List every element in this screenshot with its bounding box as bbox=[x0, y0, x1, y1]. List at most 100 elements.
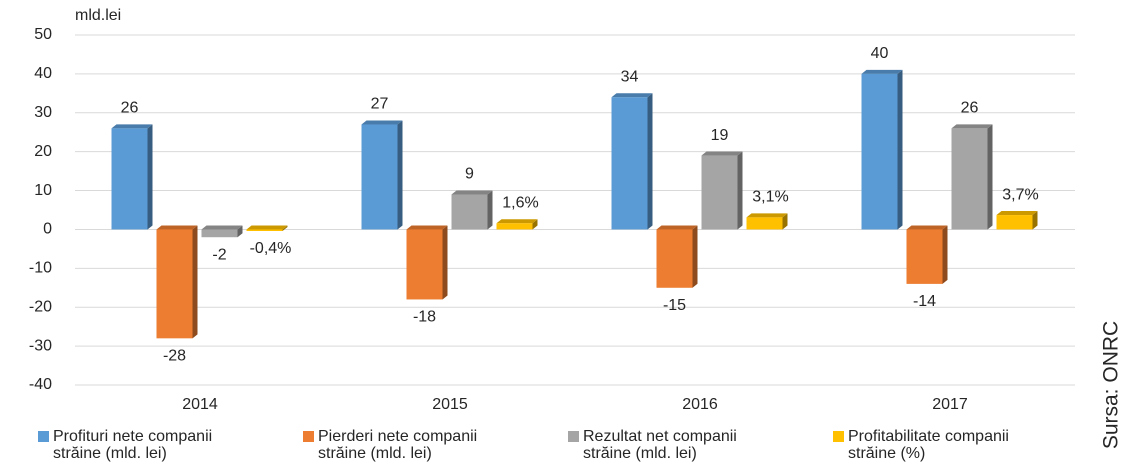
bar-face bbox=[496, 223, 533, 230]
bar bbox=[611, 93, 653, 230]
bar-face bbox=[906, 229, 943, 284]
data-label: 40 bbox=[871, 45, 889, 62]
data-label: -28 bbox=[163, 348, 186, 365]
bar-top bbox=[951, 124, 993, 129]
bar bbox=[906, 225, 948, 284]
legend-swatch bbox=[568, 431, 579, 442]
bar-top bbox=[111, 124, 153, 129]
bar-face bbox=[406, 229, 443, 300]
bar bbox=[451, 190, 493, 230]
bar-top bbox=[701, 151, 743, 156]
bar-face bbox=[701, 155, 738, 230]
legend-item: Profitabilitate companii străine (%) bbox=[833, 428, 1098, 462]
bar-side bbox=[397, 120, 403, 230]
y-tick-label: 10 bbox=[34, 182, 52, 199]
legend-item: Pierderi nete companii străine (mld. lei… bbox=[303, 428, 568, 462]
y-tick-label: -10 bbox=[29, 260, 52, 277]
legend-swatch bbox=[303, 431, 314, 442]
data-label: -18 bbox=[413, 309, 436, 326]
y-tick-label: 30 bbox=[34, 104, 52, 121]
bar-face bbox=[611, 97, 648, 230]
legend-swatch bbox=[833, 431, 844, 442]
bar bbox=[361, 120, 403, 230]
source: Sursa: ONRC bbox=[1100, 321, 1123, 449]
bar-top bbox=[361, 120, 403, 125]
bar-face bbox=[656, 229, 693, 288]
bar-side bbox=[1032, 211, 1038, 230]
legend-swatch bbox=[38, 431, 49, 442]
bar bbox=[406, 225, 448, 300]
bar-side bbox=[237, 225, 243, 238]
bar bbox=[746, 213, 788, 230]
bar-top bbox=[156, 225, 198, 230]
bar bbox=[951, 124, 993, 230]
bar-face bbox=[361, 124, 398, 230]
data-label: -2 bbox=[212, 246, 226, 263]
y-tick-label: 0 bbox=[43, 221, 52, 238]
legend-item: Profituri nete companii străine (mld. le… bbox=[38, 428, 303, 462]
data-label: 1,6% bbox=[502, 194, 538, 211]
bar-side bbox=[942, 225, 948, 284]
bar-top bbox=[406, 225, 448, 230]
bar bbox=[861, 69, 903, 230]
bar-side bbox=[487, 190, 493, 230]
legend-label: Pierderi nete companii străine (mld. lei… bbox=[318, 428, 478, 462]
data-label: -14 bbox=[913, 293, 936, 310]
bar bbox=[656, 225, 698, 288]
bar-top bbox=[656, 225, 698, 230]
y-tick-label: -20 bbox=[29, 298, 52, 315]
bar-face bbox=[996, 215, 1033, 230]
bar bbox=[246, 225, 288, 231]
y-tick-label: 50 bbox=[34, 26, 52, 43]
bar-face bbox=[861, 73, 898, 230]
data-label: 19 bbox=[711, 127, 729, 144]
y-tick-label: -30 bbox=[29, 337, 52, 354]
data-label: 27 bbox=[371, 96, 389, 113]
legend-item: Rezultat net companii străine (mld. lei) bbox=[568, 428, 833, 462]
bar-top bbox=[611, 93, 653, 98]
data-label: 3,7% bbox=[1002, 186, 1038, 203]
legend-label: Profitabilitate companii străine (%) bbox=[848, 428, 1009, 462]
bar-side bbox=[192, 225, 198, 339]
y-axis-label: mld.lei bbox=[75, 7, 121, 24]
bar-top bbox=[746, 213, 788, 218]
bar-side bbox=[647, 93, 653, 230]
legend-label: Profituri nete companii străine (mld. le… bbox=[53, 428, 213, 462]
bar-side bbox=[282, 225, 288, 231]
bar-side bbox=[737, 151, 743, 230]
bar-top bbox=[246, 225, 288, 230]
bar bbox=[996, 211, 1038, 230]
legend-label: Rezultat net companii străine (mld. lei) bbox=[583, 428, 737, 462]
bar-face bbox=[746, 217, 783, 230]
bar-face bbox=[451, 194, 488, 230]
bar-side bbox=[987, 124, 993, 230]
bar-face bbox=[111, 128, 148, 230]
x-tick-label: 2017 bbox=[932, 396, 968, 413]
data-label: 26 bbox=[961, 100, 979, 117]
bar-side bbox=[442, 225, 448, 300]
bar-top bbox=[996, 211, 1038, 216]
data-label: -0,4% bbox=[250, 240, 292, 257]
bar-side bbox=[692, 225, 698, 288]
bar-side bbox=[147, 124, 153, 230]
bar bbox=[156, 225, 198, 339]
x-tick-label: 2014 bbox=[182, 396, 218, 413]
bar-top bbox=[201, 225, 243, 230]
legend: Profituri nete companii străine (mld. le… bbox=[38, 428, 1098, 462]
bar-top bbox=[451, 190, 493, 195]
data-label: 34 bbox=[621, 68, 639, 85]
bar-top bbox=[496, 219, 538, 224]
data-label: 9 bbox=[465, 166, 474, 183]
x-tick-label: 2016 bbox=[682, 396, 718, 413]
data-label: 26 bbox=[121, 100, 139, 117]
data-label: -15 bbox=[663, 297, 686, 314]
bar bbox=[496, 219, 538, 230]
bar-face bbox=[951, 128, 988, 230]
y-tick-label: 40 bbox=[34, 65, 52, 82]
bar-side bbox=[782, 213, 788, 230]
bar bbox=[701, 151, 743, 230]
y-tick-label: -40 bbox=[29, 376, 52, 393]
bar-top bbox=[906, 225, 948, 230]
